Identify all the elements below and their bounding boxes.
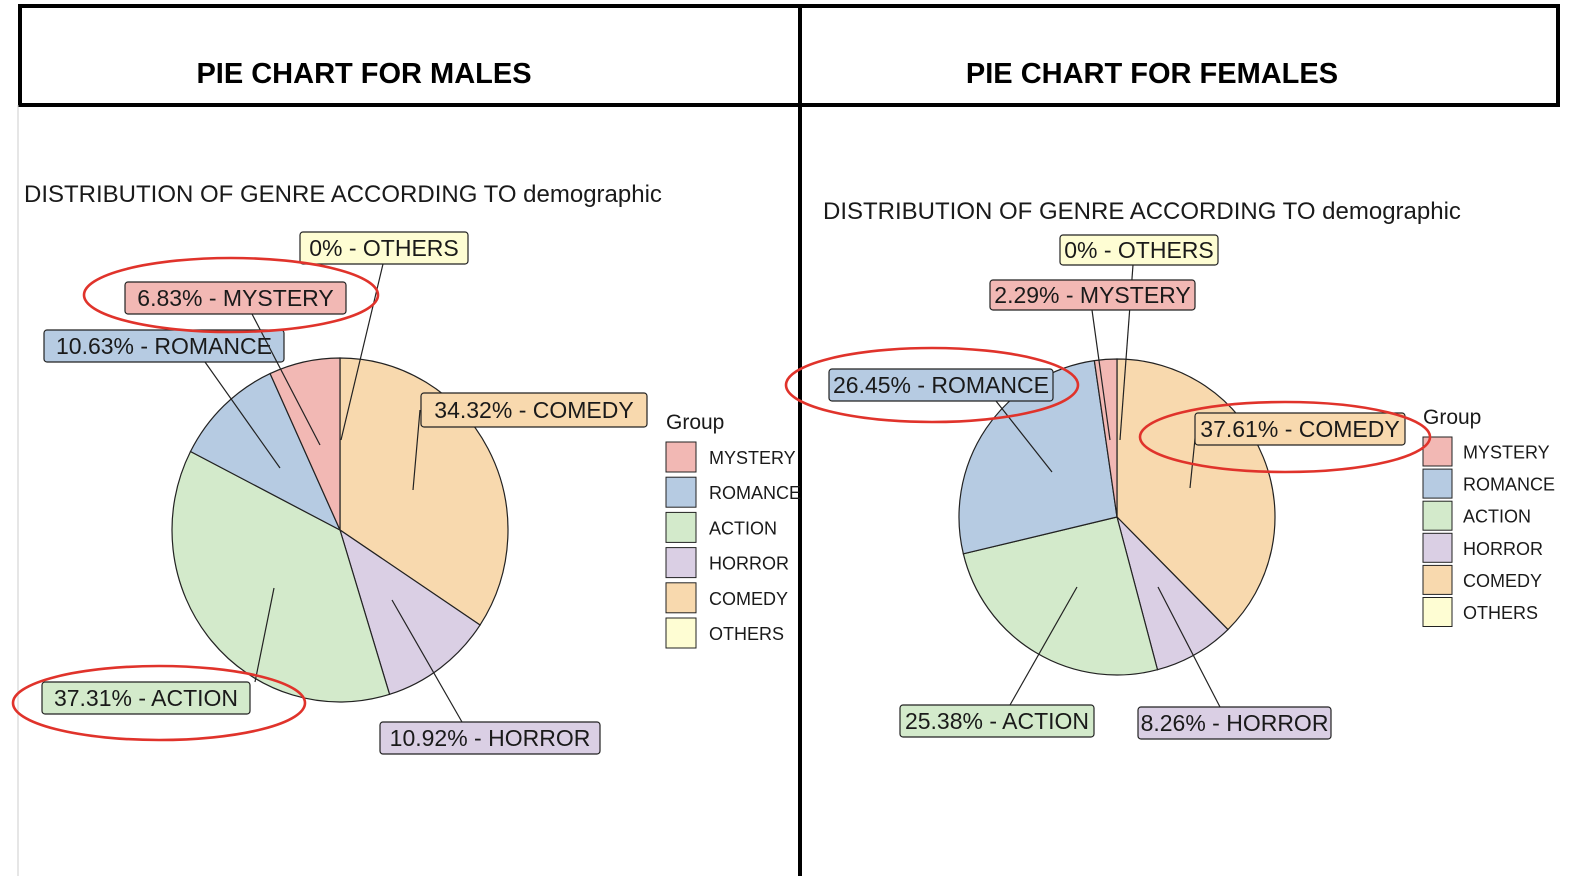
data-label-box-action bbox=[899, 704, 1095, 738]
chart-subtitle-males: DISTRIBUTION OF GENRE ACCORDING TO demog… bbox=[24, 181, 662, 208]
header-males: PIE CHART FOR MALES bbox=[196, 58, 531, 90]
leader-line-horror bbox=[391, 599, 463, 723]
legend-label-comedy: COMEDY bbox=[709, 589, 788, 609]
legend-swatch-horror bbox=[1422, 532, 1453, 563]
legends: Group MYSTERY ROMANCE ACTION HORROR COMEDY OTH… bbox=[665, 406, 1555, 649]
highlight-ellipses bbox=[11, 256, 1432, 742]
data-label-box-comedy bbox=[1194, 412, 1406, 446]
data-label-box-comedy bbox=[420, 392, 648, 428]
data-label-box-horror bbox=[379, 721, 601, 755]
pie-slice-mystery bbox=[1093, 358, 1118, 518]
slice-labels: 0% - OTHERS 34.32% - COMEDY 10.92% - HORRO… bbox=[41, 231, 1406, 755]
data-label-horror: 10.92% - HORROR bbox=[390, 725, 591, 751]
data-label-action: 37.31% - ACTION bbox=[54, 685, 238, 711]
pie-slice-romance bbox=[958, 359, 1118, 555]
leader-line-comedy bbox=[412, 409, 421, 491]
data-label-others: 0% - OTHERS bbox=[1064, 237, 1214, 263]
leader-line-action bbox=[254, 587, 275, 683]
pie-slice-mystery bbox=[269, 357, 341, 531]
data-label-comedy: 34.32% - COMEDY bbox=[434, 397, 633, 423]
legend-label-action: ACTION bbox=[709, 518, 777, 538]
header-box-males bbox=[18, 4, 802, 107]
data-label-box-romance bbox=[43, 329, 285, 363]
highlight-ellipse-action bbox=[11, 664, 307, 742]
legend-swatch-others bbox=[665, 617, 697, 649]
legend-swatch-romance bbox=[665, 476, 697, 508]
data-label-romance: 26.45% - ROMANCE bbox=[833, 372, 1049, 398]
data-label-box-others bbox=[1059, 234, 1219, 266]
legend-label-romance: ROMANCE bbox=[709, 483, 801, 503]
legend-label-others: OTHERS bbox=[1463, 603, 1538, 623]
legend-swatch-action bbox=[1422, 500, 1453, 531]
highlight-ellipse-comedy bbox=[1138, 400, 1432, 474]
legend-label-comedy: COMEDY bbox=[1463, 571, 1542, 591]
leader-line-romance bbox=[995, 400, 1053, 473]
data-label-comedy: 37.61% - COMEDY bbox=[1200, 416, 1399, 442]
header-box-females bbox=[798, 4, 1560, 107]
pie-slice-romance bbox=[189, 372, 342, 532]
data-label-action: 25.38% - ACTION bbox=[905, 708, 1089, 734]
data-label-mystery: 6.83% - MYSTERY bbox=[137, 285, 333, 311]
header-females: PIE CHART FOR FEMALES bbox=[966, 58, 1338, 90]
data-label-box-romance bbox=[828, 368, 1054, 402]
legend-label-mystery: MYSTERY bbox=[1463, 443, 1550, 463]
legend-label-mystery: MYSTERY bbox=[709, 448, 796, 468]
highlight-ellipse-romance bbox=[784, 346, 1080, 424]
legend-title: Group bbox=[1423, 406, 1481, 429]
chart-subtitle-females: DISTRIBUTION OF GENRE ACCORDING TO demog… bbox=[823, 198, 1461, 225]
pie-slice-action bbox=[171, 450, 391, 703]
legend-label-action: ACTION bbox=[1463, 507, 1531, 527]
pie-slice-horror bbox=[338, 528, 481, 696]
legend-swatch-mystery bbox=[1422, 436, 1453, 467]
leader-line-mystery bbox=[1091, 309, 1111, 441]
pie-males bbox=[171, 357, 509, 703]
data-label-box-action bbox=[41, 681, 251, 715]
legend-label-others: OTHERS bbox=[709, 624, 784, 644]
legend-title: Group bbox=[666, 411, 724, 434]
leader-line-horror bbox=[1157, 586, 1221, 708]
legend-swatch-action bbox=[665, 511, 697, 543]
legend-swatch-comedy bbox=[665, 582, 697, 614]
data-label-mystery: 2.29% - MYSTERY bbox=[994, 282, 1190, 308]
legend-swatch-romance bbox=[1422, 468, 1453, 499]
legend-swatch-mystery bbox=[665, 441, 697, 473]
data-label-box-mystery bbox=[124, 281, 347, 315]
legend-swatch-comedy bbox=[1422, 564, 1453, 595]
data-label-box-others bbox=[299, 231, 469, 265]
leader-line-romance bbox=[204, 361, 281, 469]
data-label-romance: 10.63% - ROMANCE bbox=[56, 333, 272, 359]
highlight-ellipse-mystery bbox=[82, 256, 380, 334]
data-label-box-horror bbox=[1137, 706, 1332, 740]
legend-swatch-others bbox=[1422, 597, 1453, 627]
leader-line-others bbox=[340, 263, 384, 441]
legend-label-horror: HORROR bbox=[709, 554, 789, 574]
data-label-horror: 8.26% - HORROR bbox=[1141, 710, 1329, 736]
leader-line-mystery bbox=[251, 313, 321, 446]
pie-females bbox=[958, 358, 1276, 676]
pie-slice-action bbox=[962, 516, 1159, 676]
legend-swatch-horror bbox=[665, 547, 697, 579]
legend-label-horror: HORROR bbox=[1463, 539, 1543, 559]
data-label-others: 0% - OTHERS bbox=[309, 235, 459, 261]
data-label-box-mystery bbox=[989, 279, 1196, 311]
leader-line-action bbox=[1009, 586, 1078, 706]
legend-label-romance: ROMANCE bbox=[1463, 475, 1555, 495]
